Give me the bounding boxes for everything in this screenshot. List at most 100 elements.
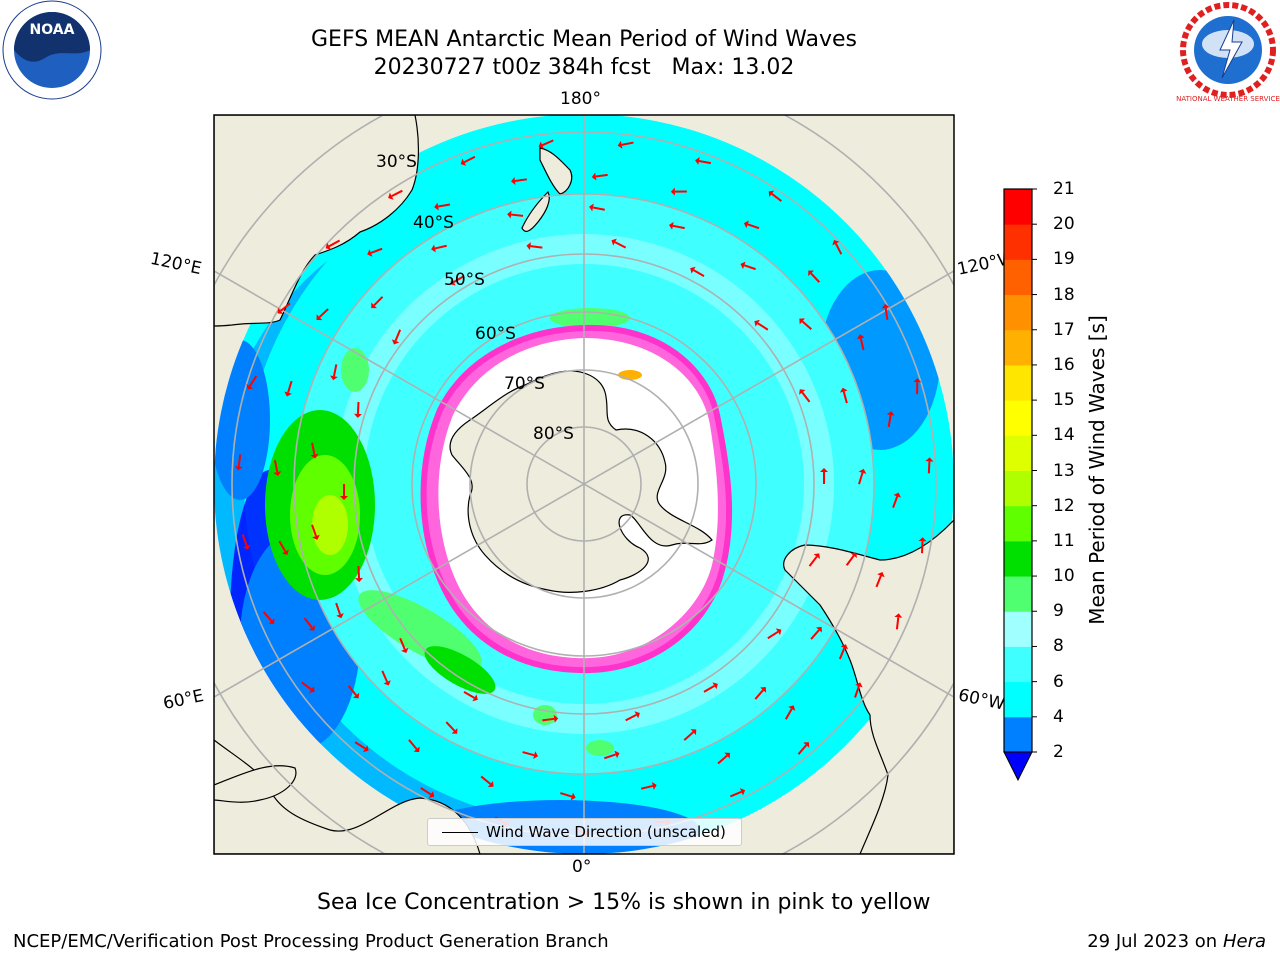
wind-arrow-shaft [354, 741, 366, 750]
wind-arrow-head [799, 389, 806, 395]
colorbar-tick-label: 14 [1053, 425, 1075, 446]
wind-arrow-shaft [463, 155, 476, 164]
new-zealand-north [539, 147, 573, 195]
sea-ice-note: Sea Ice Concentration > 15% is shown in … [317, 890, 931, 915]
wind-arrow-shaft [884, 307, 889, 320]
wind-arrow-head [371, 302, 377, 309]
wind-arrow-shaft [875, 575, 882, 588]
lat-label-80s: 80°S [533, 424, 574, 444]
wind-arrow-shaft [767, 630, 779, 640]
wind-arrow-head [820, 468, 828, 472]
lon-label-0: 0° [572, 857, 592, 877]
wind-arrow-head [775, 628, 782, 636]
wind-arrow-head [799, 318, 805, 325]
footer-date-text: 29 Jul 2023 on [1087, 931, 1223, 952]
lat-label-40s: 40°S [413, 213, 454, 233]
wind-arrow-head [611, 238, 617, 246]
wind-arrow-head [856, 334, 865, 340]
wind-arrow-shaft [854, 685, 860, 698]
wind-arrow-shaft [356, 401, 360, 414]
wind-arrow-shaft [743, 264, 756, 271]
wind-arrow-head [739, 788, 746, 796]
wind-arrow-head [858, 468, 867, 474]
wind-arrow-head [352, 692, 360, 699]
wind-arrow-shaft [332, 364, 338, 377]
wind-arrow-shaft [834, 243, 843, 255]
colorbar-tick-label: 9 [1053, 601, 1064, 622]
wind-arrow-head [591, 172, 597, 181]
wind-arrow-shaft [408, 739, 418, 750]
legend-line-sample [442, 831, 478, 833]
wind-arrow-shaft [801, 320, 813, 331]
chart-subtitle: 20230727 t00z 384h fcst Max: 13.02 [373, 55, 795, 80]
map-frame [213, 114, 955, 855]
wind-arrow-head [634, 711, 640, 719]
wind-arrow-shaft [311, 442, 316, 455]
wind-arrow-head [526, 242, 531, 251]
wind-arrow-shaft [859, 338, 865, 351]
nws-logo-text: NATIONAL WEATHER SERVICE [1176, 95, 1280, 103]
wind-arrow-shaft [771, 192, 782, 202]
wind-arrow-head [428, 791, 435, 798]
wind-arrow-head [925, 457, 934, 462]
wind-arrow-shaft [717, 754, 728, 765]
wind-arrow-head [413, 746, 420, 753]
wind-arrow-shaft [370, 247, 383, 254]
colorbar-tick-label: 13 [1053, 460, 1075, 481]
wind-arrow-head [340, 496, 348, 500]
wind-arrow-head [768, 190, 775, 197]
wind-arrow-shaft [420, 787, 432, 796]
wind-arrow-head [507, 210, 512, 219]
wind-arrow-head [336, 613, 344, 619]
wind-arrow-head [850, 552, 858, 558]
wind-arrow-head [538, 141, 544, 149]
wind-arrow-head [401, 647, 409, 654]
wind-arrow-shaft [784, 708, 793, 720]
wind-arrow-shaft [510, 213, 524, 217]
wind-arrow-shaft [248, 375, 258, 387]
wind-arrow-shaft [595, 173, 608, 178]
wind-arrow-shaft [747, 223, 760, 230]
colorbar-tick-label: 12 [1053, 495, 1075, 516]
wind-arrow-head [803, 742, 810, 748]
colorbar-tick-label: 16 [1053, 354, 1075, 375]
wind-arrow-head [724, 752, 731, 759]
wind-arrow-head [383, 680, 391, 686]
wind-arrow-shaft [328, 239, 341, 248]
wind-arrow-head [309, 686, 315, 693]
wind-arrow-head [472, 694, 478, 702]
wind-arrow-head [743, 220, 749, 229]
wind-arrow-head [391, 339, 400, 345]
wind-arrow-shaft [887, 414, 892, 428]
wind-arrow-shaft [373, 296, 384, 306]
footer-branch: NCEP/EMC/Verification Post Processing Pr… [13, 931, 609, 952]
wind-arrow-head [832, 239, 840, 246]
wind-arrow-shaft [311, 524, 317, 537]
wind-arrow-shaft [621, 141, 634, 146]
wind-arrow-shaft [273, 460, 279, 473]
wind-arrow-head [690, 729, 697, 736]
wind-arrow-head [668, 221, 674, 230]
colorbar-tick-label: 17 [1053, 319, 1075, 340]
wind-arrow-shaft [262, 611, 273, 622]
wind-arrow-shaft [303, 617, 313, 629]
wind-arrow-head [788, 705, 796, 711]
colorbar-tick-label: 2 [1053, 742, 1064, 762]
wind-arrow-shaft [797, 744, 808, 755]
wind-arrow-head [651, 782, 657, 790]
wind-arrow-head [695, 157, 700, 165]
colorbar-tick-label: 18 [1053, 284, 1075, 305]
australia [214, 115, 420, 327]
wind-arrow-shaft [892, 496, 899, 509]
wind-arrow-head [355, 577, 364, 583]
wind-arrow-head [553, 714, 559, 723]
colorbar-tick-label: 19 [1053, 249, 1075, 270]
ice-yellow-patch [618, 370, 642, 380]
wind-arrow-head [246, 383, 254, 390]
wind-arrow-head [487, 780, 494, 788]
wind-arrow-head [877, 572, 885, 578]
wind-arrow-shaft [278, 540, 287, 552]
nws-logo: NATIONAL WEATHER SERVICE [1176, 2, 1280, 103]
wind-arrow-shaft [394, 329, 402, 342]
wind-arrow-head [754, 319, 760, 327]
